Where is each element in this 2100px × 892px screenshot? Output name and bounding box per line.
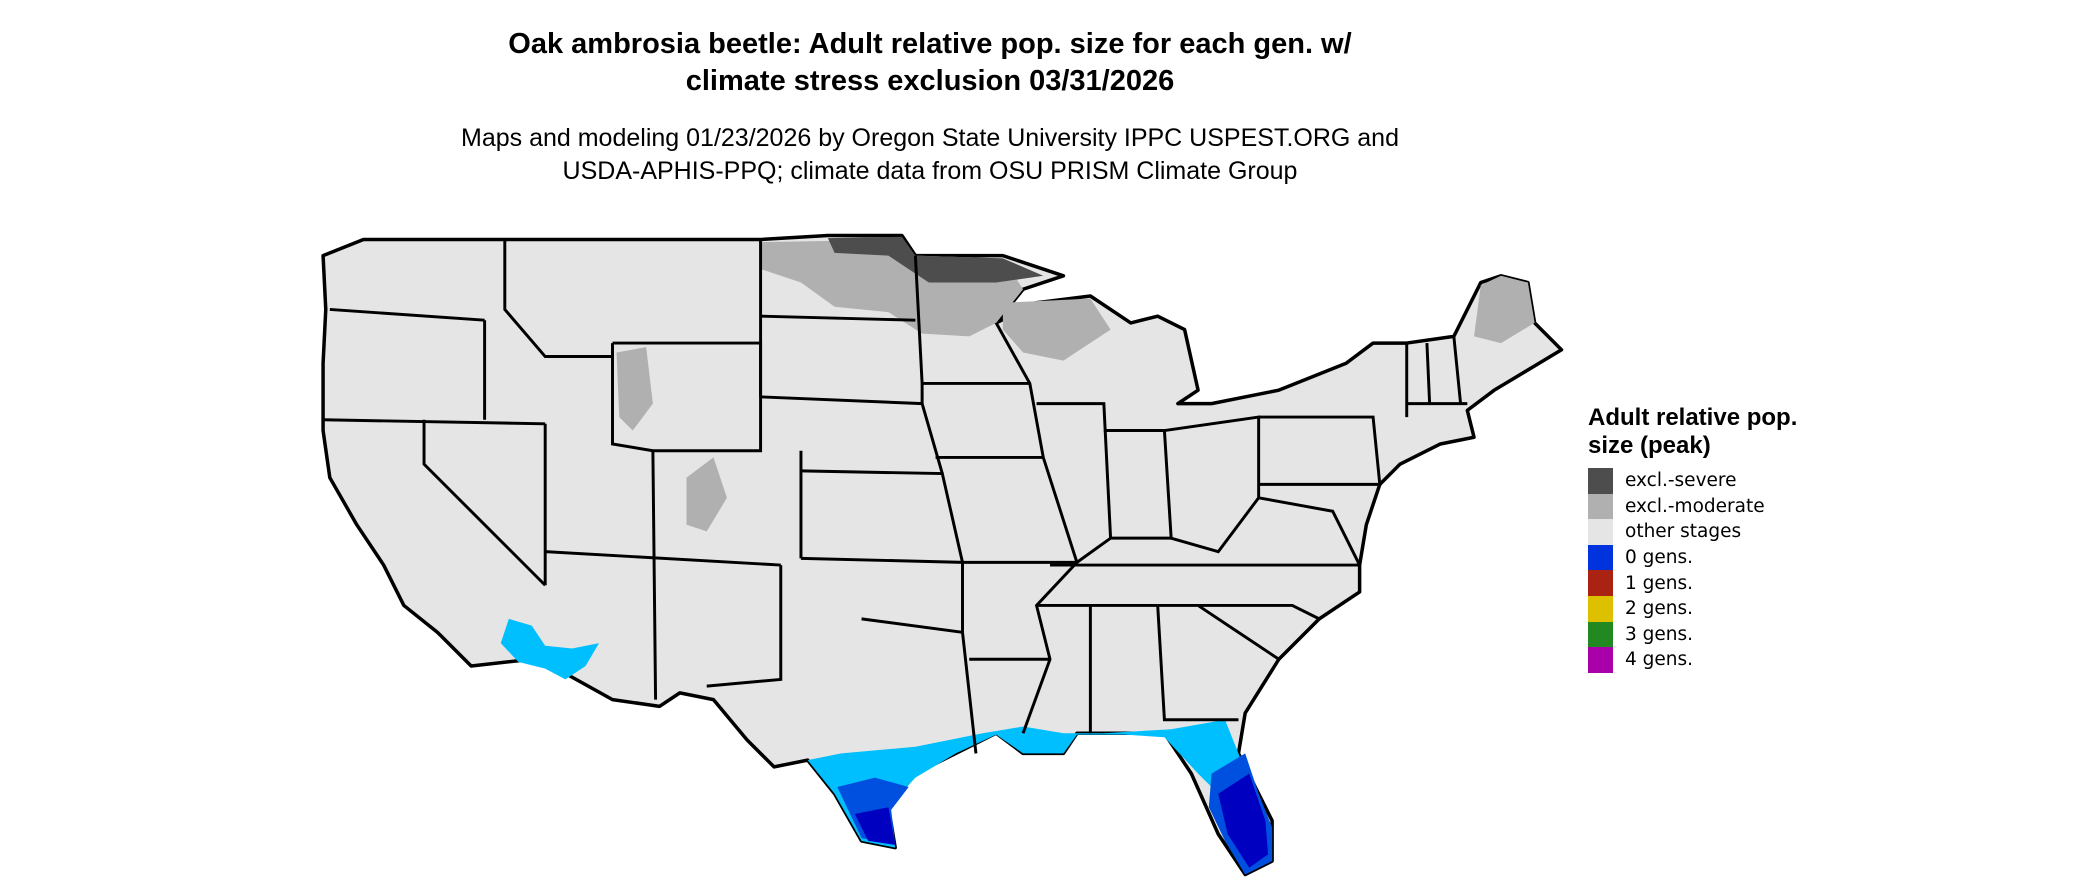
dark-blue-florida xyxy=(1218,773,1269,868)
state-borders xyxy=(323,239,1468,754)
legend-swatch xyxy=(1588,544,1613,571)
legend-label: 2 gens. xyxy=(1625,598,1694,620)
legend-items: excl.-severe excl.-moderate other stages 0 … xyxy=(1588,468,1808,673)
legend-label: 0 gens. xyxy=(1625,547,1694,569)
legend-item: 0 gens. xyxy=(1588,544,1808,571)
subtitle-line-2: USDA-APHIS-PPQ; climate data from OSU PR… xyxy=(562,157,1298,185)
state-border xyxy=(503,239,613,359)
map-title: Oak ambrosia beetle: Adult relative pop.… xyxy=(300,26,1560,100)
legend: Adult relative pop. size (peak) excl.-se… xyxy=(1588,404,1808,673)
light-blue-gulf-coast xyxy=(807,719,1252,848)
legend-swatch xyxy=(1588,621,1613,648)
legend-label: excl.-severe xyxy=(1625,470,1737,492)
dark-blue-south-texas xyxy=(854,807,896,845)
legend-label: 3 gens. xyxy=(1625,623,1694,645)
state-border xyxy=(1258,496,1361,566)
state-border xyxy=(329,307,485,322)
legend-label: 4 gens. xyxy=(1625,649,1694,671)
excl-moderate-wisconsin xyxy=(1002,298,1111,361)
state-border xyxy=(422,419,547,587)
legend-item: other stages xyxy=(1588,519,1808,545)
legend-swatch xyxy=(1588,570,1613,596)
state-border xyxy=(1103,429,1173,540)
state-border xyxy=(800,469,964,563)
legend-swatch xyxy=(1588,595,1613,622)
generation-regions xyxy=(500,618,1273,875)
state-border xyxy=(1156,605,1239,722)
title-line-2: climate stress exclusion 03/31/2026 xyxy=(685,65,1175,97)
legend-title: Adult relative pop. size (peak) xyxy=(1588,404,1798,459)
legend-item: excl.-moderate xyxy=(1588,493,1808,520)
state-border xyxy=(1198,603,1320,621)
state-border xyxy=(1258,415,1382,486)
legend-item: 1 gens. xyxy=(1588,570,1808,596)
state-border xyxy=(1425,336,1463,404)
exclusion-regions xyxy=(616,236,1535,532)
title-line-1: Oak ambrosia beetle: Adult relative pop.… xyxy=(508,28,1352,60)
state-border xyxy=(861,617,963,634)
legend-label: excl.-moderate xyxy=(1625,495,1765,517)
state-border xyxy=(651,450,658,700)
excl-severe-minnesota xyxy=(827,236,1044,283)
state-border xyxy=(1036,402,1113,564)
legend-label: 1 gens. xyxy=(1625,572,1694,594)
legend-swatch xyxy=(1588,493,1613,520)
state-border xyxy=(611,341,763,453)
excl-moderate-colorado xyxy=(686,457,727,532)
legend-label: other stages xyxy=(1625,521,1742,543)
state-border xyxy=(706,565,783,688)
excl-moderate-maine xyxy=(1474,275,1535,344)
legend-swatch xyxy=(1588,468,1613,494)
legend-item: 4 gens. xyxy=(1588,647,1808,673)
state-border xyxy=(1373,341,1409,418)
legend-item: 2 gens. xyxy=(1588,595,1808,622)
subtitle-line-1: Maps and modeling 01/23/2026 by Oregon S… xyxy=(461,124,1399,152)
legend-swatch xyxy=(1588,647,1613,673)
map-subtitle: Maps and modeling 01/23/2026 by Oregon S… xyxy=(300,122,1560,188)
legend-item: excl.-severe xyxy=(1588,468,1808,494)
legend-item: 3 gens. xyxy=(1588,621,1808,648)
state-border xyxy=(760,314,916,322)
light-blue-arizona xyxy=(500,618,600,680)
state-border xyxy=(323,418,546,426)
excl-moderate-wyoming xyxy=(616,347,653,431)
legend-swatch xyxy=(1588,519,1613,545)
state-border xyxy=(545,550,781,567)
state-border xyxy=(961,632,978,754)
state-border xyxy=(1157,603,1280,661)
